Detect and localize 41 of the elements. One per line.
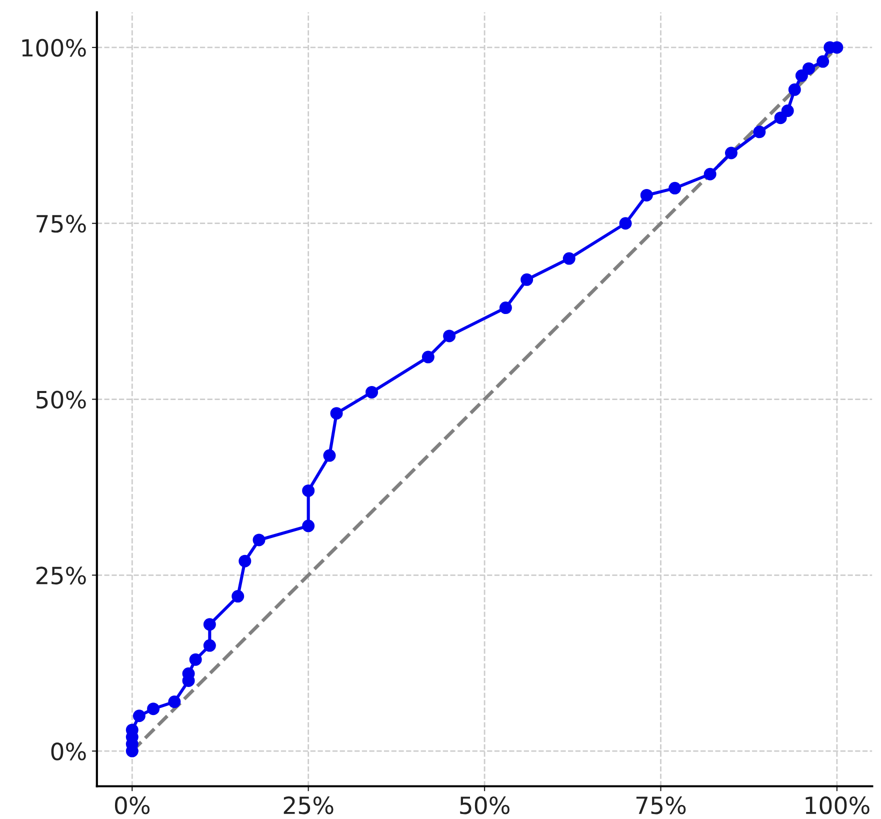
point	[232, 590, 244, 603]
point	[168, 696, 181, 708]
point	[753, 126, 766, 138]
point	[330, 407, 343, 420]
x-tick-label: 0%	[114, 796, 150, 814]
y-tick-label: 100%	[22, 38, 86, 57]
point	[499, 302, 512, 314]
y-tick-label: 25%	[36, 566, 86, 584]
x-tick-label: 75%	[636, 796, 686, 814]
x-tick-label: 25%	[284, 796, 334, 814]
x-tick-label: 50%	[460, 796, 510, 814]
point	[774, 112, 787, 124]
point	[704, 168, 716, 180]
point	[795, 69, 808, 82]
point	[520, 273, 534, 286]
point	[189, 653, 202, 666]
point	[640, 188, 653, 202]
point	[562, 252, 576, 265]
point	[323, 449, 336, 462]
point	[668, 182, 682, 194]
point	[788, 83, 801, 96]
x-tick-label: 100%	[806, 796, 870, 814]
point	[302, 520, 315, 532]
point	[147, 702, 160, 716]
point	[422, 350, 434, 364]
point	[816, 55, 830, 68]
y-tick-label: 0%	[51, 742, 86, 760]
point	[203, 618, 216, 631]
point	[802, 62, 816, 75]
point	[366, 386, 378, 398]
point	[302, 484, 315, 497]
point	[724, 146, 738, 160]
point	[781, 104, 794, 118]
point	[132, 710, 146, 722]
point	[252, 534, 266, 546]
point	[443, 330, 456, 342]
point	[203, 639, 216, 652]
y-tick-label: 50%	[36, 390, 86, 409]
y-tick-label: 75%	[36, 214, 86, 233]
point	[619, 217, 632, 230]
point	[238, 554, 252, 568]
